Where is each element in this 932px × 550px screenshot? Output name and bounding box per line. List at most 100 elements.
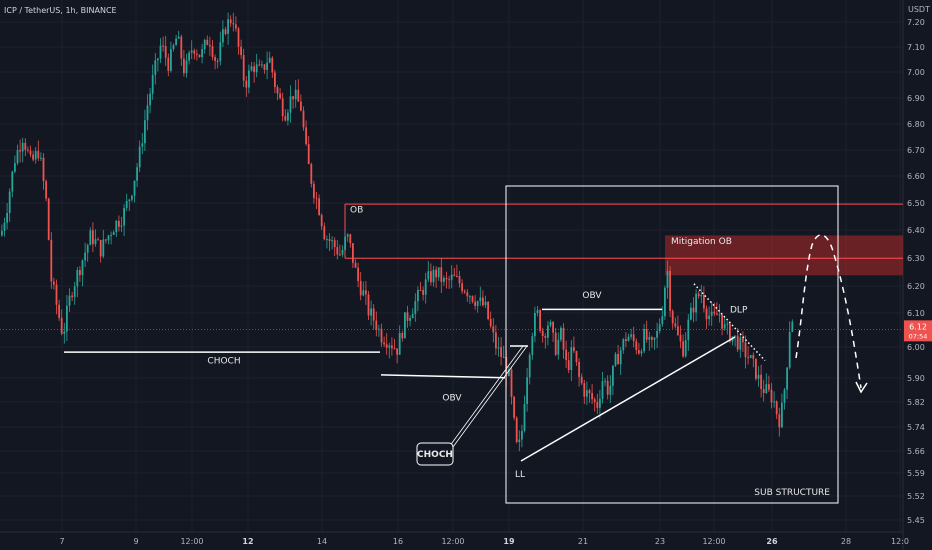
candle-body [214,57,216,61]
candle-body [227,19,229,34]
candle-body [461,283,463,292]
candle-body [401,333,404,339]
candle-body [469,296,471,298]
candle-body [144,120,146,144]
price-tick-label: 6.80 [907,120,925,129]
candle-body [352,243,354,263]
candle-body [391,345,393,349]
candle-body [671,310,674,324]
candle-body [560,327,562,340]
time-tick-label: 9 [133,537,138,546]
candle-body [357,267,359,282]
candle-body [622,339,625,351]
candle-body [16,150,19,164]
candle-body [580,376,583,384]
candle-body [666,270,669,288]
candle-body [718,314,721,316]
price-tick-label: 6.20 [907,282,925,291]
candle-body [294,89,297,100]
candle-body [614,353,617,366]
candle-body [328,239,331,242]
candle-body [206,39,209,45]
candle-body [411,313,414,319]
candle-body [6,212,8,223]
candle-body [404,312,406,339]
candle-body [29,150,32,155]
candle-body [489,319,492,327]
candle-body [76,270,79,287]
candle-body [159,45,162,59]
mitigation-ob-zone [665,235,903,276]
time-tick-label: 16 [393,537,403,546]
candle-body [110,234,112,236]
candle-body [531,336,534,355]
candle-body [24,142,27,150]
candle-body [21,142,24,152]
candle-body [320,214,323,227]
candle-body [118,220,120,227]
candle-body [578,361,580,377]
candle-body [393,348,396,350]
candle-body [372,308,375,321]
candle-body [34,151,37,160]
candle-body [549,322,552,326]
candle-body [612,365,614,386]
price-tick-label: 7.20 [907,18,925,27]
candle-body [417,290,419,302]
time-tick-label: 7 [59,537,64,546]
sub-structure-box [505,185,839,504]
time-tick-label: 28 [841,537,851,546]
candle-body [40,157,42,159]
candle-body [185,60,188,74]
choch-line-label: CHOCH [207,356,240,366]
candle-body [479,297,482,302]
candle-body [786,367,788,390]
candle-body [71,295,73,298]
candle-body [190,50,193,53]
candle-body [700,294,703,297]
candle-body [11,171,14,192]
overlay-zones [344,203,903,276]
candle-body [742,337,744,343]
candle-body [1,230,3,236]
candle-body [736,335,739,350]
candle-body [289,96,292,113]
candle-body [281,98,284,117]
candle-body [445,277,448,280]
candle-body [235,24,237,29]
candle-body [151,74,154,94]
candle-body [627,336,630,341]
candle-body [123,208,125,226]
price-tick-label: 6.30 [907,254,925,263]
candle-body [752,355,755,359]
last-price-tag[interactable] [904,320,932,342]
candle-body [632,334,635,342]
obv-upper-label: OBV [582,291,602,301]
candle-body [606,380,609,395]
choch-callout-label: CHOCH [417,450,453,460]
candle-body [437,267,440,278]
candle-body [318,198,320,215]
candle-body [544,336,547,338]
candle-body [474,301,476,306]
candle-body [440,267,443,282]
candle-body [695,293,697,313]
candle-body [263,64,266,70]
candle-body [279,93,281,99]
candle-body [232,23,235,25]
candle-body [554,332,557,355]
candle-body [635,341,638,351]
candle-body [92,230,94,245]
candle-body [536,310,539,314]
candle-body [591,393,593,400]
candle-body [651,337,653,340]
price-tick-label: 7.10 [907,43,925,52]
candle-body [674,323,677,327]
candle-body [14,163,16,172]
candle-body [638,350,640,354]
candle-body [765,384,768,393]
candle-body [703,294,705,309]
candle-body [50,239,53,282]
candle-body [510,369,513,397]
